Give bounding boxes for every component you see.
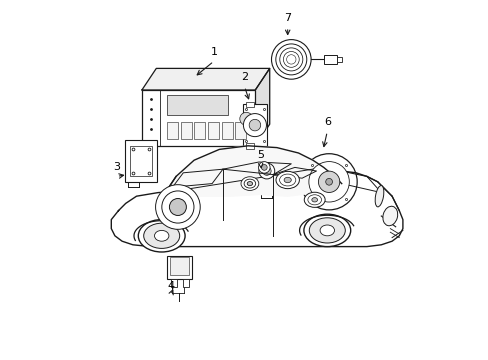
Bar: [246, 102, 253, 107]
Polygon shape: [255, 68, 269, 146]
Text: 7: 7: [284, 13, 291, 23]
Circle shape: [258, 162, 269, 173]
Text: 6: 6: [323, 117, 330, 127]
Bar: [194, 122, 205, 139]
Circle shape: [301, 154, 356, 210]
Polygon shape: [142, 68, 269, 90]
Bar: [182, 279, 189, 287]
Circle shape: [262, 167, 270, 175]
Bar: [208, 122, 219, 139]
Ellipse shape: [309, 218, 345, 243]
Text: 3: 3: [113, 162, 120, 172]
Circle shape: [261, 165, 266, 170]
Ellipse shape: [307, 195, 321, 205]
Text: 2: 2: [241, 72, 247, 82]
Circle shape: [318, 171, 339, 193]
Circle shape: [239, 112, 252, 125]
Ellipse shape: [382, 206, 397, 226]
Ellipse shape: [374, 185, 383, 207]
Bar: [222, 122, 232, 139]
Bar: [130, 146, 151, 176]
Bar: [337, 57, 341, 62]
Circle shape: [249, 120, 260, 131]
Circle shape: [308, 162, 348, 202]
Bar: [170, 257, 188, 275]
Circle shape: [162, 191, 194, 223]
Bar: [124, 140, 157, 182]
Ellipse shape: [284, 177, 291, 183]
Text: 5: 5: [257, 150, 264, 160]
Bar: [323, 55, 337, 64]
Bar: [181, 122, 191, 139]
Ellipse shape: [320, 225, 334, 236]
Text: 1: 1: [210, 47, 217, 57]
Circle shape: [243, 114, 266, 137]
Bar: [167, 122, 178, 139]
Bar: [170, 279, 177, 287]
Ellipse shape: [244, 179, 255, 188]
Bar: [246, 143, 253, 149]
Circle shape: [325, 179, 332, 185]
Ellipse shape: [241, 177, 258, 190]
Circle shape: [258, 163, 274, 179]
Ellipse shape: [275, 171, 299, 189]
Bar: [142, 90, 255, 146]
Ellipse shape: [303, 214, 350, 247]
Ellipse shape: [311, 198, 317, 202]
Circle shape: [169, 198, 186, 216]
Circle shape: [155, 185, 200, 229]
Bar: [242, 104, 266, 146]
Ellipse shape: [138, 220, 185, 252]
Ellipse shape: [154, 230, 168, 241]
Bar: [235, 122, 246, 139]
Bar: [167, 95, 228, 115]
Ellipse shape: [279, 174, 295, 186]
Ellipse shape: [143, 223, 179, 248]
Text: 4: 4: [167, 281, 174, 291]
Polygon shape: [165, 146, 341, 196]
Polygon shape: [111, 171, 402, 247]
Bar: [167, 256, 191, 279]
Ellipse shape: [247, 181, 252, 186]
Ellipse shape: [304, 192, 325, 207]
